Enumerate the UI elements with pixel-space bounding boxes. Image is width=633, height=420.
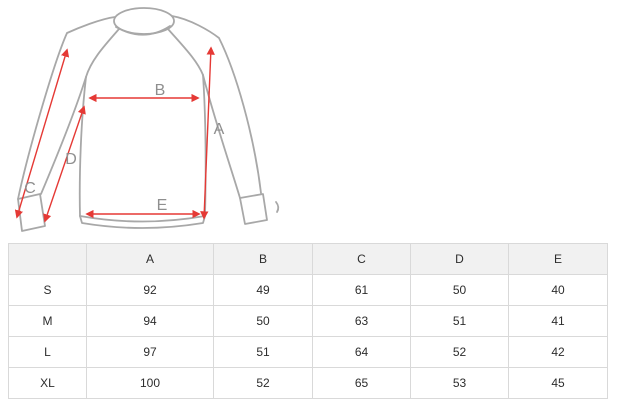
header-cell-e: E [508,243,608,275]
body-left-edge [78,76,87,217]
arrow-c [14,48,70,219]
header-cell-c: C [312,243,411,275]
table-row-m: M 94 50 63 51 41 [8,305,608,337]
hem-bottom-line [79,215,206,229]
value-cell: 65 [312,367,411,399]
header-cell-d: D [410,243,509,275]
value-cell: 64 [312,336,411,368]
label-a: A [214,121,225,138]
shirt-measurement-diagram: A B C D E [14,7,280,232]
right-raglan-seam [167,28,204,76]
value-cell: 61 [312,274,411,306]
value-cell: 51 [213,336,313,368]
size-table-header-row: A B C D E [8,243,608,275]
table-row-s: S 92 49 61 50 40 [8,274,608,306]
cuff-side-mark [275,201,280,213]
value-cell: 63 [312,305,411,337]
shirt-outline [17,7,280,232]
right-sleeve-outer [171,15,262,194]
label-c: C [24,180,36,197]
table-row-l: L 97 51 64 52 42 [8,336,608,368]
collar-inner-line [115,25,171,36]
size-table: A B C D E S 92 49 61 50 40 M 94 50 63 51 [8,243,608,399]
table-row-xl: XL 100 52 65 53 45 [8,367,608,399]
value-cell: 51 [410,305,509,337]
arrow-a [200,46,215,220]
value-cell: 52 [213,367,313,399]
value-cell: 41 [508,305,608,337]
value-cell: 52 [410,336,509,368]
value-cell: 100 [86,367,214,399]
label-d: D [65,151,77,168]
right-cuff [239,193,268,225]
header-cell-b: B [213,243,313,275]
label-b: B [155,82,166,99]
arrow-d [43,105,86,223]
value-cell: 97 [86,336,214,368]
value-cell: 94 [86,305,214,337]
hem-top-line [79,215,206,223]
left-raglan-seam [85,28,120,78]
measurement-arrows [14,46,215,223]
value-cell: 50 [213,305,313,337]
left-sleeve-outer [17,16,116,200]
value-cell: 45 [508,367,608,399]
size-cell: S [8,274,87,306]
value-cell: 42 [508,336,608,368]
value-cell: 53 [410,367,509,399]
header-cell-a: A [86,243,214,275]
size-cell: M [8,305,87,337]
header-cell-size [8,243,87,275]
measurement-labels: A B C D E [24,82,224,214]
value-cell: 50 [410,274,509,306]
value-cell: 92 [86,274,214,306]
value-cell: 40 [508,274,608,306]
size-cell: L [8,336,87,368]
size-cell: XL [8,367,87,399]
value-cell: 49 [213,274,313,306]
label-e: E [157,197,168,214]
